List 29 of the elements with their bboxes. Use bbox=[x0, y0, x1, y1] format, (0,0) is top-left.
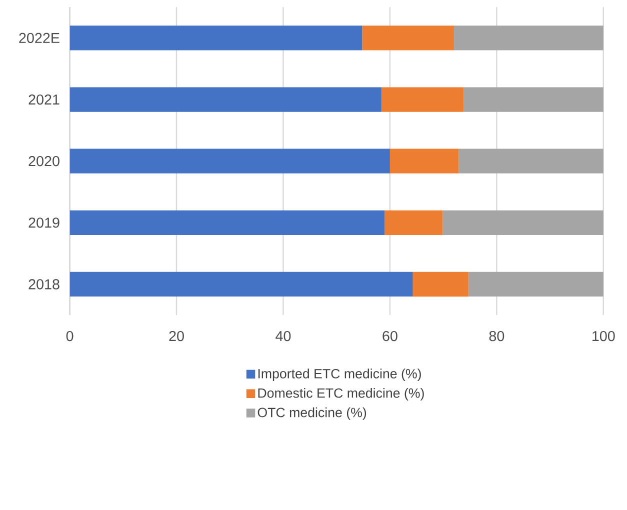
bar bbox=[70, 272, 413, 297]
legend-label: Domestic ETC medicine (%) bbox=[258, 388, 424, 400]
bar bbox=[70, 87, 382, 112]
bar bbox=[362, 26, 454, 50]
y-tick-label: 2022E bbox=[19, 32, 60, 44]
x-tick-label: 80 bbox=[489, 330, 504, 342]
legend-label: OTC medicine (%) bbox=[258, 407, 366, 420]
bar bbox=[70, 210, 385, 235]
bar bbox=[384, 210, 443, 235]
bar bbox=[70, 26, 362, 50]
bar bbox=[390, 148, 459, 174]
bar bbox=[70, 148, 390, 174]
legend-label: Imported ETC medicine (%) bbox=[258, 368, 421, 382]
x-tick-label: 40 bbox=[276, 330, 291, 342]
y-tick-label: 2021 bbox=[28, 94, 60, 105]
bar bbox=[412, 272, 468, 297]
bar bbox=[454, 26, 604, 50]
bar bbox=[381, 87, 464, 112]
x-tick-label: 0 bbox=[66, 330, 74, 342]
bar bbox=[464, 87, 604, 112]
x-tick-label: 100 bbox=[592, 330, 615, 342]
y-tick-label: 2018 bbox=[28, 279, 60, 290]
bar bbox=[442, 210, 604, 235]
bar bbox=[458, 148, 604, 174]
x-tick-label: 60 bbox=[382, 330, 398, 342]
y-tick-label: 2019 bbox=[28, 218, 60, 228]
bar bbox=[468, 272, 604, 297]
y-tick-label: 2020 bbox=[28, 156, 60, 166]
x-tick-label: 20 bbox=[169, 330, 184, 342]
